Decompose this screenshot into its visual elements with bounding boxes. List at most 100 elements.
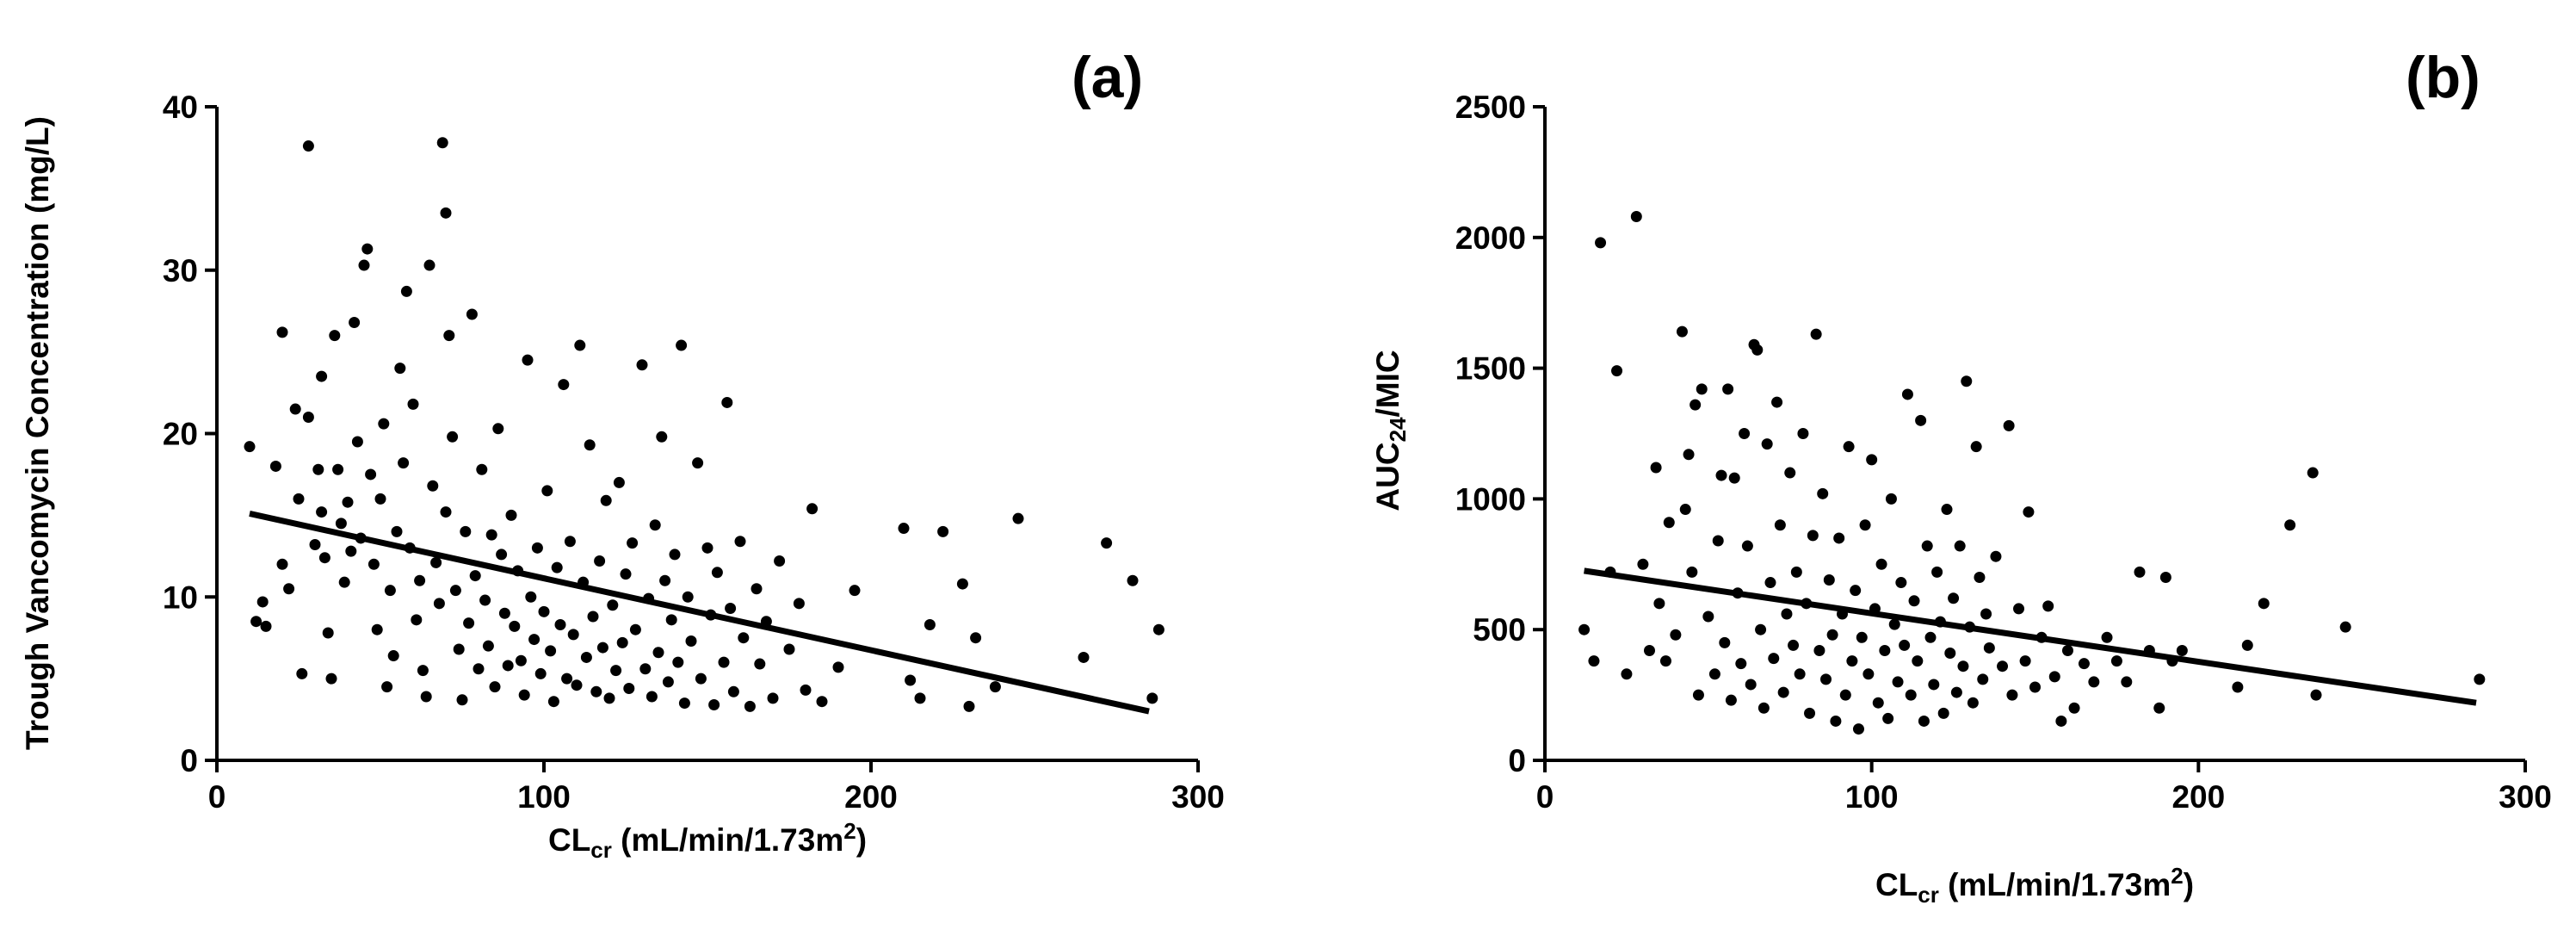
data-point [368, 558, 380, 570]
x-tick-label: 200 [844, 779, 898, 815]
data-point [1961, 375, 1973, 387]
data-point [832, 661, 844, 673]
data-point [1928, 679, 1940, 691]
data-point [692, 457, 704, 469]
data-point [800, 684, 812, 696]
data-point [610, 665, 622, 677]
data-point [1944, 648, 1956, 660]
data-point [2088, 676, 2100, 688]
data-point [1804, 707, 1816, 719]
data-point [414, 574, 426, 586]
data-point [2013, 603, 2025, 615]
data-point [1839, 689, 1851, 701]
data-point [456, 694, 468, 706]
data-point [554, 619, 566, 631]
data-point [2055, 715, 2067, 727]
data-point [2232, 681, 2244, 693]
data-point [371, 623, 383, 635]
x-tick-label: 200 [2171, 779, 2225, 815]
data-point [607, 599, 619, 611]
data-point [351, 436, 363, 448]
data-point [1630, 211, 1642, 223]
data-point [783, 643, 795, 655]
data-point [558, 379, 570, 391]
panel-b-label: (b) [2406, 45, 2480, 110]
data-point [1653, 598, 1665, 610]
data-point [400, 285, 412, 297]
data-point [639, 663, 652, 675]
data-point [1781, 608, 1793, 620]
data-point [905, 674, 917, 686]
data-point [620, 568, 632, 580]
data-point [1741, 540, 1753, 552]
data-point [349, 316, 361, 328]
data-point [718, 656, 730, 668]
data-point [436, 137, 448, 149]
data-point [754, 658, 766, 670]
data-point [423, 259, 436, 271]
data-point [665, 614, 677, 626]
data-point [1692, 689, 1704, 701]
data-point [1676, 325, 1688, 338]
y-tick-label: 1500 [1455, 351, 1526, 387]
data-point [1012, 512, 1024, 524]
x-title-sub: cr [1918, 882, 1939, 908]
data-point [547, 696, 559, 708]
data-point [2019, 655, 2031, 667]
y-tick-label: 0 [1508, 743, 1526, 778]
panel-b-y-axis-title: AUC24/MIC [1370, 350, 1411, 511]
data-point [1725, 694, 1737, 706]
data-point [989, 681, 1001, 693]
data-point [596, 642, 608, 654]
data-point [1826, 629, 1838, 641]
x-title-end: ) [856, 822, 867, 858]
data-point [2176, 644, 2188, 656]
data-point [525, 591, 537, 603]
data-point [443, 330, 455, 342]
data-point [391, 525, 403, 537]
data-point [460, 525, 472, 537]
data-point [2284, 519, 2296, 531]
data-point [1715, 469, 1727, 481]
data-point [492, 423, 504, 435]
y-title-main: AUC [1370, 442, 1405, 511]
data-point [1924, 631, 1937, 643]
data-point [1761, 438, 1773, 450]
data-point [387, 650, 399, 662]
data-point [381, 681, 393, 693]
data-point [1643, 644, 1655, 656]
y-tick-label: 40 [163, 90, 198, 125]
data-point [1905, 689, 1917, 701]
data-point [1708, 668, 1720, 680]
data-point [2474, 673, 2486, 685]
data-point [656, 431, 668, 443]
data-point [1899, 639, 1911, 651]
data-point [806, 503, 819, 515]
data-point [1690, 399, 1702, 411]
data-point [496, 549, 508, 561]
data-point [489, 681, 501, 693]
data-point [1859, 519, 1871, 531]
panel-a-chart: (a) 0 10 20 30 40 0 100 200 300 Trough Vancomyc… [20, 45, 1225, 863]
data-point [1813, 644, 1825, 656]
data-point [1794, 668, 1806, 680]
data-point [1856, 631, 1868, 643]
data-point [1863, 668, 1875, 680]
data-point [260, 620, 272, 632]
panel-a-y-axis-title: Trough Vancomycin Concentration (mg/L) [20, 116, 55, 750]
data-point [466, 308, 478, 320]
data-point [505, 509, 517, 521]
x-tick-label: 0 [208, 779, 226, 815]
x-title-sup: 2 [2171, 863, 2183, 889]
data-point [293, 493, 305, 505]
data-point [296, 667, 308, 679]
data-point [571, 679, 583, 691]
data-point [1908, 595, 1920, 607]
data-point [374, 493, 386, 505]
data-point [701, 542, 713, 554]
data-point [774, 555, 786, 567]
data-point [2110, 655, 2122, 667]
data-point [1888, 618, 1900, 630]
data-point [1679, 504, 1691, 516]
panel-a-y-ticks: 0 10 20 30 40 [163, 90, 217, 778]
